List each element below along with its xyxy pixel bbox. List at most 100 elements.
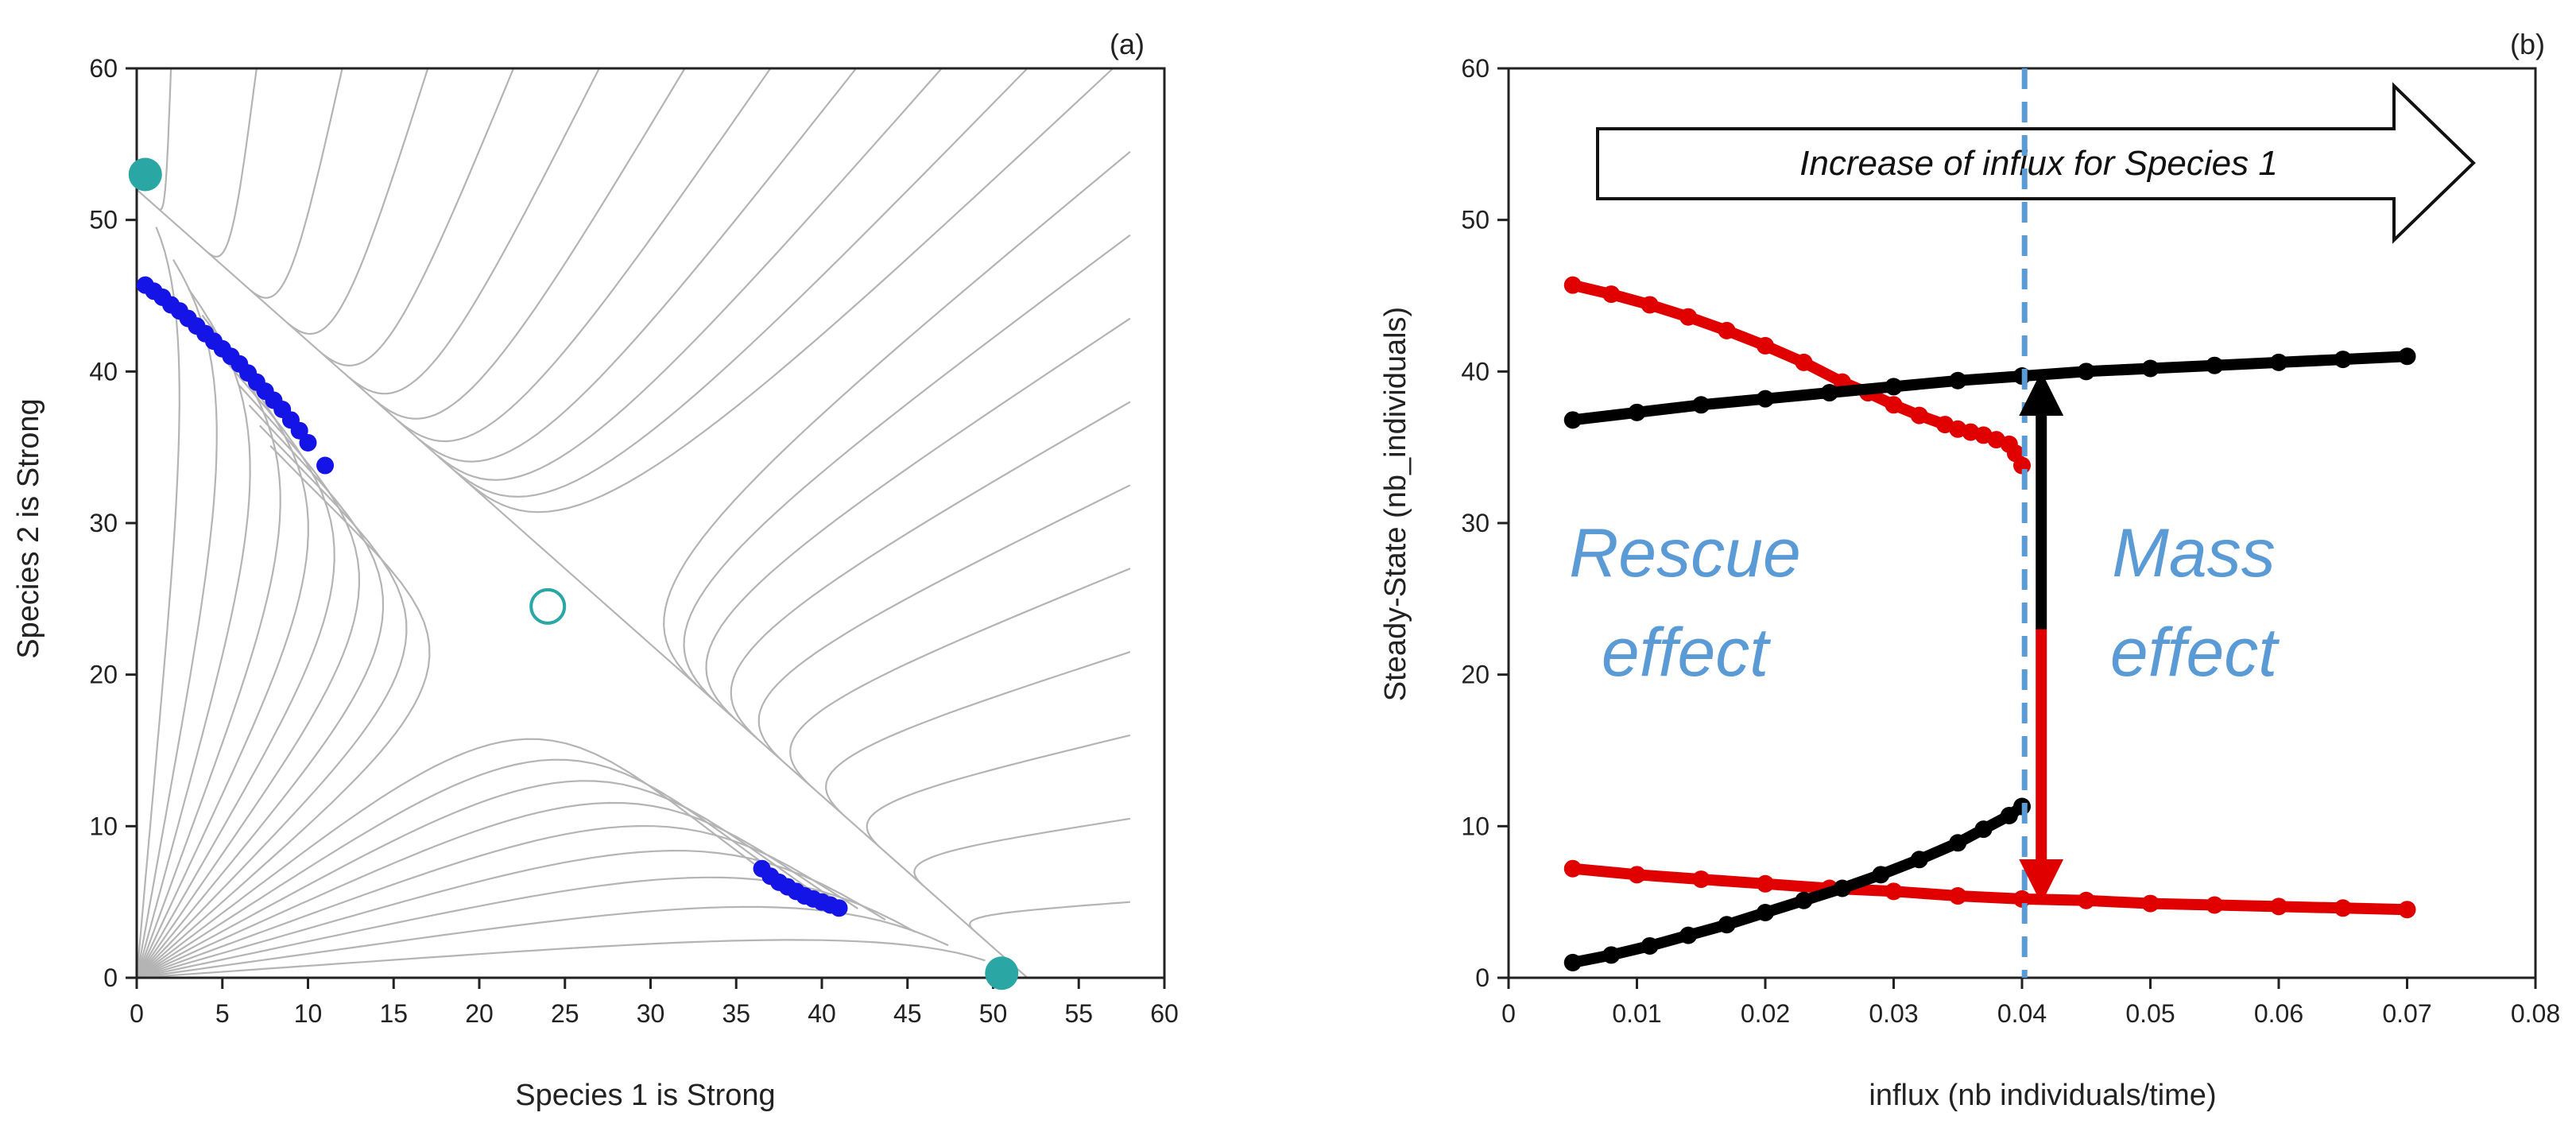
steady-state-point [2077, 362, 2095, 381]
panel-b-ytick-label: 0 [1475, 963, 1489, 992]
panel-a-xtick-label: 0 [130, 999, 144, 1028]
panel-b-ytick-label: 10 [1461, 812, 1489, 840]
steady-state-point [1602, 285, 1621, 304]
panel-b-xtick-label: 0.07 [2382, 999, 2431, 1028]
panel-b-xtick-label: 0.01 [1612, 999, 1661, 1028]
panel-a-xtick-label: 50 [979, 999, 1008, 1028]
panel-b-xtick-label: 0.02 [1741, 999, 1790, 1028]
steady-state-point [1949, 834, 1967, 852]
steady-state-point [1757, 904, 1774, 922]
panel-a-xtick-label: 35 [722, 999, 750, 1028]
steady-state-point [1795, 353, 1813, 371]
trajectory-line [417, 68, 857, 463]
mass-label: Mass [2112, 515, 2275, 591]
panel-a-ytick-label: 30 [89, 509, 118, 537]
phase-plane-trajectories [135, 68, 1131, 979]
steady-state-point [2206, 356, 2224, 374]
panel-b: (b) 0 0.01 0.02 0.03 0.04 0.05 0.06 0.07 0.08 0 10… [1379, 28, 2560, 1112]
trajectory-line [789, 568, 1131, 786]
panel-a-xlabel: Species 1 is Strong [515, 1079, 775, 1112]
unstable-equilibrium-point [529, 587, 567, 625]
steady-state-point [1679, 926, 1698, 944]
steady-state-point [299, 433, 317, 452]
trajectory-line [136, 383, 361, 979]
panel-a-xtick-label: 40 [808, 999, 836, 1028]
steady-state-point [1563, 276, 1582, 294]
steady-state-point [2206, 896, 2224, 914]
trajectory-line [374, 68, 686, 420]
panel-a-xtick-label: 60 [1150, 999, 1179, 1028]
panel-a-xtick-label: 45 [893, 999, 922, 1028]
panel-a-ytick-label: 50 [89, 206, 118, 235]
steady-state-point [1628, 403, 1646, 421]
panel-b-ytick-label: 50 [1461, 206, 1489, 235]
trajectory-line [158, 68, 172, 211]
steady-state-point [1885, 882, 1903, 901]
panel-a-points [128, 157, 1019, 990]
steady-state-point [2141, 359, 2160, 378]
steady-state-point [1872, 866, 1890, 884]
steady-state-point [1757, 874, 1774, 893]
trajectory-line [136, 905, 949, 979]
steady-state-point [1563, 859, 1582, 878]
panel-b-ytick-label: 40 [1461, 357, 1489, 386]
banner-text: Increase of influx for Species 1 [1799, 144, 2278, 183]
trajectory-line [207, 68, 258, 258]
trajectory-line [136, 824, 858, 979]
steady-state-point [1692, 870, 1710, 889]
panel-a-xtick-label: 25 [551, 999, 579, 1028]
panel-a-xtick-label: 20 [465, 999, 494, 1028]
trajectory-line [136, 362, 335, 979]
steady-state-point [1885, 396, 1903, 414]
trajectory-line [825, 651, 1131, 815]
steady-state-point [1563, 953, 1582, 971]
panel-a-ytick-label: 60 [89, 54, 118, 83]
steady-state-point [1718, 916, 1736, 934]
panel-b-xtick-label: 0.05 [2125, 999, 2175, 1028]
trajectory-line [136, 445, 431, 979]
mass-effect-label: effect [2110, 614, 2280, 691]
trajectory-line [705, 317, 1131, 719]
trajectory-line [136, 780, 808, 979]
trajectory-line [348, 68, 600, 395]
steady-state-point [1885, 378, 1903, 396]
trajectory-line [136, 849, 886, 979]
trajectory-line [969, 901, 1130, 931]
steady-state-point [1820, 384, 1838, 402]
panel-b-ylabel: Steady-State (nb_individuals) [1379, 307, 1412, 701]
trajectory-line [136, 424, 408, 979]
trajectory-line [469, 68, 1114, 514]
steady-state-point [1949, 371, 1967, 390]
steady-state-point [830, 899, 848, 917]
steady-state-point [1795, 891, 1813, 909]
panel-b-xtick-label: 0.03 [1869, 999, 1918, 1028]
trajectory-line [866, 734, 1131, 848]
trajectory-line [135, 227, 180, 979]
panel-a-ylabel: Species 2 is Strong [12, 398, 45, 658]
steady-state-point [1641, 936, 1659, 955]
panel-a-xtick-label: 15 [379, 999, 408, 1028]
trajectory-line [287, 68, 429, 335]
trajectory-line [436, 68, 943, 481]
steady-state-point [1718, 321, 1736, 339]
trajectory-line [135, 288, 251, 979]
stable-equilibrium-point [985, 956, 1019, 990]
panel-b-xlabel: influx (nb individuals/time) [1869, 1079, 2216, 1112]
stable-equilibrium-point [128, 157, 162, 192]
trajectory-line [683, 234, 1131, 701]
panel-a-tag: (a) [1110, 28, 1145, 60]
rescue-effect-label: effect [1602, 614, 1771, 691]
trajectory-line [136, 758, 784, 979]
steady-state-point [1910, 851, 1928, 869]
panel-b-xtick-label: 0.06 [2254, 999, 2303, 1028]
trajectory-line [136, 801, 833, 979]
steady-state-point [2334, 351, 2352, 369]
steady-state-point [2077, 891, 2095, 909]
panel-b-xtick-label: 0 [1501, 999, 1516, 1028]
steady-state-point [2398, 347, 2416, 366]
panel-a-ytick-label: 40 [89, 357, 118, 386]
steady-state-point [1602, 946, 1621, 964]
steady-state-point [316, 456, 335, 475]
panel-a-ytick-label: 20 [89, 661, 118, 689]
steady-state-point [1628, 866, 1646, 884]
